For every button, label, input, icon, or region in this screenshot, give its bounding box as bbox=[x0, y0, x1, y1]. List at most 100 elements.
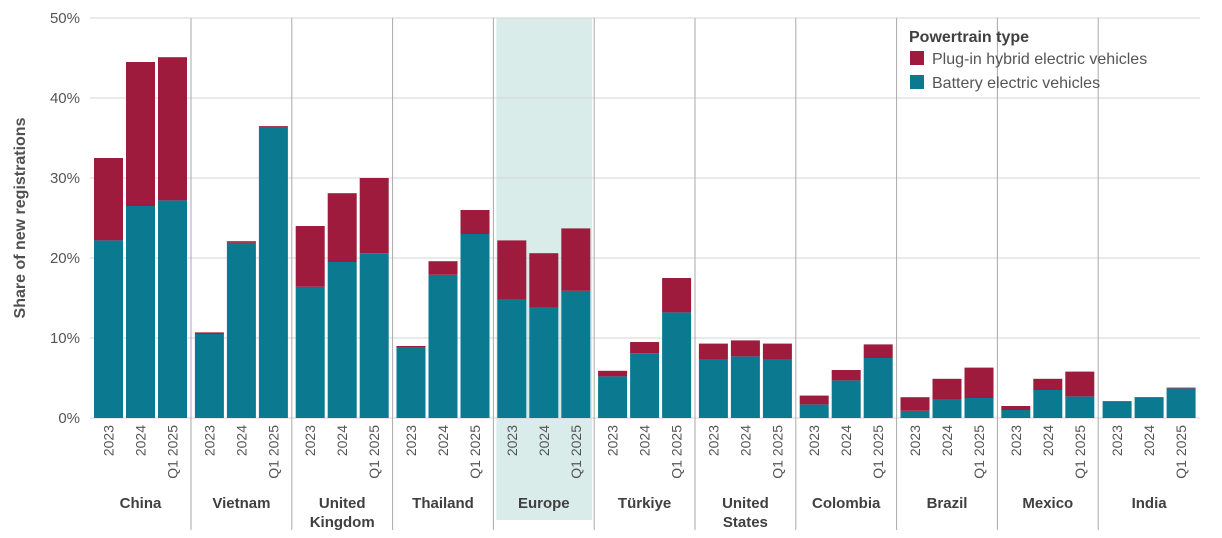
bar-phev bbox=[497, 240, 527, 300]
x-period-label: 2023 bbox=[504, 425, 520, 456]
group-label: Colombia bbox=[812, 495, 881, 512]
x-period-label: 2024 bbox=[233, 425, 249, 456]
bar-phev bbox=[1065, 371, 1095, 397]
bar-phev bbox=[932, 378, 962, 400]
bar-phev bbox=[863, 344, 893, 358]
bar-phev bbox=[327, 193, 357, 262]
group-dividers bbox=[190, 18, 1099, 530]
x-period-label: 2024 bbox=[737, 425, 753, 456]
bar-phev bbox=[964, 367, 994, 398]
bar-phev bbox=[900, 397, 930, 411]
x-period-label: 2024 bbox=[133, 425, 149, 456]
bar-bev bbox=[1033, 390, 1063, 418]
bar-bev bbox=[258, 126, 288, 419]
bar-bev bbox=[194, 334, 224, 418]
y-tick-label: 50% bbox=[50, 10, 80, 27]
bar-phev bbox=[1102, 401, 1132, 402]
bar-phev bbox=[226, 241, 256, 243]
group-label: Europe bbox=[518, 495, 570, 512]
y-tick-label: 20% bbox=[50, 250, 80, 267]
bar-phev bbox=[158, 57, 187, 201]
bar-phev bbox=[762, 343, 792, 360]
x-period-label: 2024 bbox=[1141, 425, 1157, 456]
x-period-label: Q1 2025 bbox=[265, 425, 281, 479]
bar-bev bbox=[295, 286, 325, 418]
x-period-label: 2024 bbox=[939, 425, 955, 456]
bar-phev bbox=[598, 370, 628, 377]
bar-bev bbox=[698, 359, 728, 418]
bar-bev bbox=[730, 356, 760, 418]
bar-phev bbox=[698, 343, 728, 360]
bar-bev bbox=[327, 262, 357, 418]
bar-phev bbox=[1134, 397, 1164, 398]
bar-bev bbox=[1001, 410, 1031, 418]
legend-title: Powertrain type bbox=[909, 29, 1029, 46]
legend: Powertrain type Plug-in hybrid electric … bbox=[909, 29, 1147, 92]
group-label: Kingdom bbox=[310, 514, 375, 531]
bar-phev bbox=[799, 395, 829, 405]
x-period-label: Q1 2025 bbox=[1173, 425, 1189, 479]
x-period-label: Q1 2025 bbox=[669, 425, 685, 479]
x-period-label: 2023 bbox=[1008, 425, 1024, 456]
group-label: States bbox=[723, 514, 768, 531]
bar-bev bbox=[1134, 398, 1164, 418]
x-period-label: Q1 2025 bbox=[366, 425, 382, 479]
bar-bev bbox=[158, 200, 187, 418]
bar-phev bbox=[1001, 406, 1031, 410]
group-label: United bbox=[319, 495, 366, 512]
bar-phev bbox=[662, 278, 692, 313]
bar-bev bbox=[226, 242, 256, 418]
x-period-label: 2024 bbox=[536, 425, 552, 456]
bar-bev bbox=[561, 290, 591, 418]
bar-phev bbox=[1033, 378, 1063, 390]
bar-bev bbox=[460, 234, 490, 418]
group-label: China bbox=[120, 495, 162, 512]
bar-phev bbox=[126, 62, 155, 206]
x-period-label: 2024 bbox=[637, 425, 653, 456]
bar-bev bbox=[94, 240, 123, 418]
x-period-label: Q1 2025 bbox=[769, 425, 785, 479]
legend-label-bev: Battery electric vehicles bbox=[932, 75, 1100, 92]
bar-phev bbox=[94, 158, 123, 241]
bar-phev bbox=[730, 340, 760, 357]
bar-phev bbox=[359, 178, 389, 254]
x-period-label: 2024 bbox=[838, 425, 854, 456]
bar-phev bbox=[831, 370, 861, 381]
x-period-label: 2024 bbox=[1040, 425, 1056, 456]
bar-bev bbox=[762, 359, 792, 418]
legend-swatch-phev bbox=[910, 51, 924, 65]
bar-bev bbox=[799, 404, 829, 418]
bars bbox=[94, 57, 1196, 419]
bar-phev bbox=[460, 210, 490, 234]
bar-bev bbox=[396, 347, 426, 418]
x-period-label: 2023 bbox=[705, 425, 721, 456]
bar-phev bbox=[1166, 387, 1196, 389]
bar-bev bbox=[359, 253, 389, 418]
bar-phev bbox=[194, 332, 224, 334]
y-tick-label: 10% bbox=[50, 330, 80, 347]
bar-phev bbox=[529, 253, 559, 308]
y-tick-label: 40% bbox=[50, 90, 80, 107]
x-period-label: 2023 bbox=[403, 425, 419, 456]
x-period-label: 2023 bbox=[101, 425, 117, 456]
x-period-label: 2024 bbox=[334, 425, 350, 456]
bar-bev bbox=[662, 312, 692, 418]
y-axis-title: Share of new registrations bbox=[12, 117, 29, 318]
bar-bev bbox=[1102, 402, 1132, 418]
bar-phev bbox=[428, 261, 458, 275]
bar-phev bbox=[295, 226, 325, 287]
bar-bev bbox=[831, 380, 861, 418]
x-period-label: Q1 2025 bbox=[568, 425, 584, 479]
bar-phev bbox=[258, 126, 288, 127]
bar-bev bbox=[863, 358, 893, 418]
bar-bev bbox=[900, 410, 930, 418]
y-tick-label: 30% bbox=[50, 170, 80, 187]
bar-bev bbox=[126, 206, 155, 418]
group-label: Vietnam bbox=[212, 495, 270, 512]
bar-bev bbox=[1166, 388, 1196, 418]
x-period-label: 2023 bbox=[302, 425, 318, 456]
x-period-label: 2023 bbox=[806, 425, 822, 456]
bar-bev bbox=[529, 307, 559, 418]
x-period-label: Q1 2025 bbox=[971, 425, 987, 479]
group-label: India bbox=[1132, 495, 1168, 512]
